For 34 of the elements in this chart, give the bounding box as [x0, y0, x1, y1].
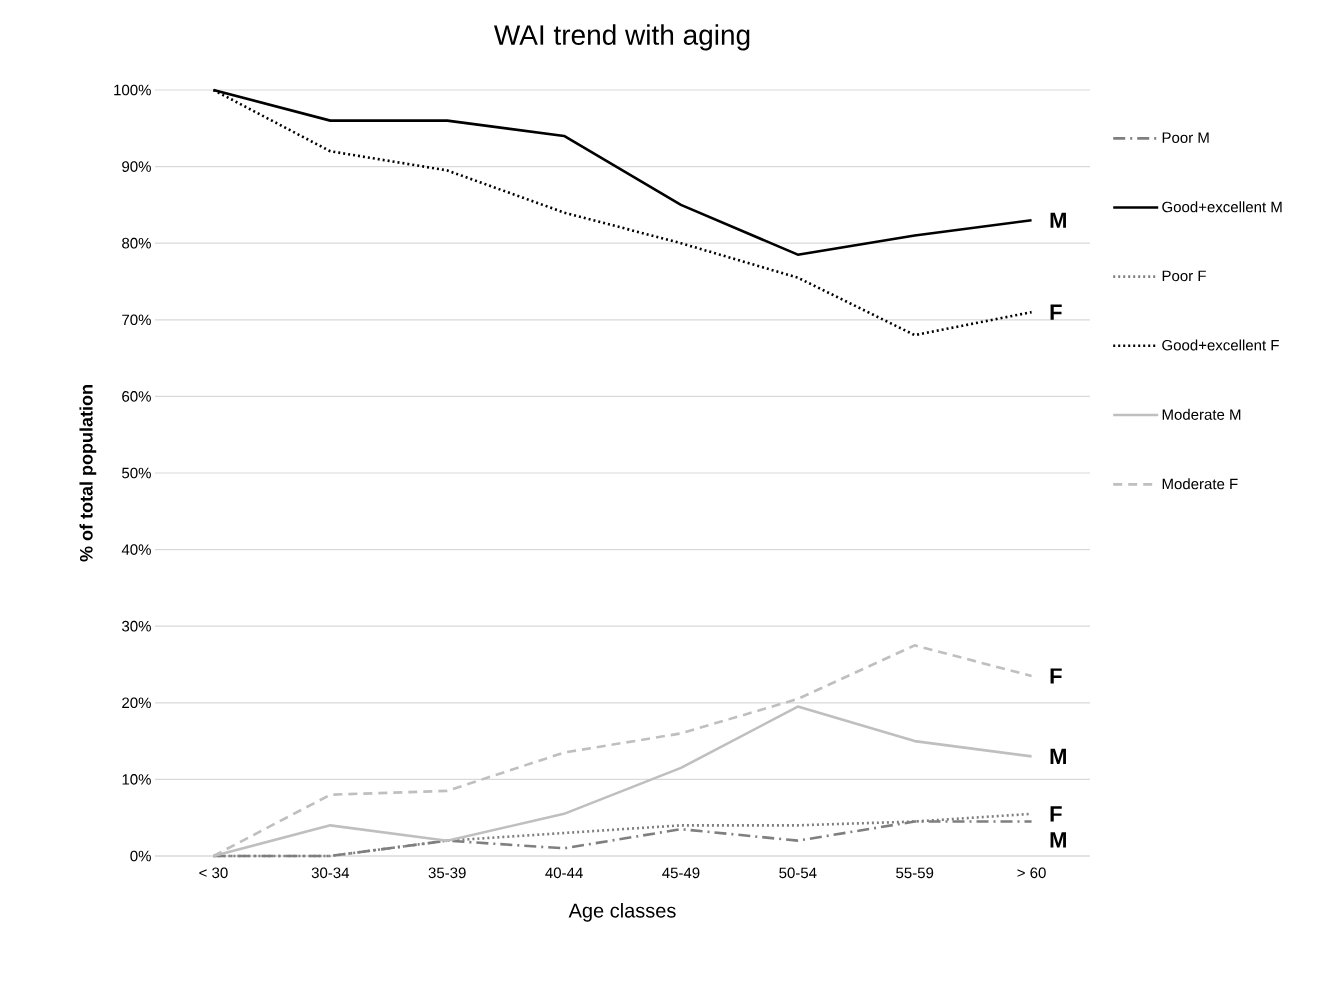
chart-title: WAI trend with aging	[493, 24, 750, 51]
annotation: M	[1050, 212, 1066, 228]
legend-label: Poor F	[1162, 270, 1206, 282]
legend-label: Moderate M	[1162, 408, 1241, 420]
y-axis-title: % of total population	[79, 385, 97, 562]
legend-label: Good+excellent F	[1162, 339, 1279, 351]
annotation: F	[1050, 668, 1062, 684]
y-tick-label: 40%	[121, 544, 151, 555]
x-tick-label: 35-39	[428, 867, 466, 879]
y-tick-label: 60%	[122, 391, 151, 402]
y-tick-label: 20%	[122, 697, 151, 709]
y-tick-label: 80%	[122, 237, 151, 249]
legend-label: Poor M	[1162, 132, 1209, 143]
x-tick-label: 50-54	[779, 867, 817, 879]
y-tick-label: 10%	[122, 774, 151, 785]
x-tick-label: 55-59	[896, 867, 934, 879]
annotation: M	[1050, 832, 1066, 848]
y-tick-label: 100%	[114, 84, 151, 96]
x-tick-label: 40-44	[545, 867, 583, 879]
y-tick-label: 70%	[122, 314, 151, 326]
y-tick-label: 0%	[130, 850, 151, 862]
x-tick-label: 45-49	[662, 867, 700, 879]
x-tick-label: < 30	[199, 867, 228, 879]
legend-label: Moderate F	[1162, 478, 1238, 490]
y-tick-label: 50%	[122, 467, 151, 479]
annotation: F	[1050, 304, 1062, 320]
legend-label: Good+excellent M	[1162, 201, 1282, 213]
y-tick-label: 90%	[122, 161, 151, 172]
x-tick-label: 30-34	[311, 867, 350, 879]
y-tick-label: 30%	[122, 620, 151, 632]
annotation: F	[1050, 806, 1062, 822]
x-axis-title: Age classes	[568, 903, 676, 922]
x-tick-label: > 60	[1017, 867, 1046, 879]
annotation: M	[1050, 748, 1066, 764]
